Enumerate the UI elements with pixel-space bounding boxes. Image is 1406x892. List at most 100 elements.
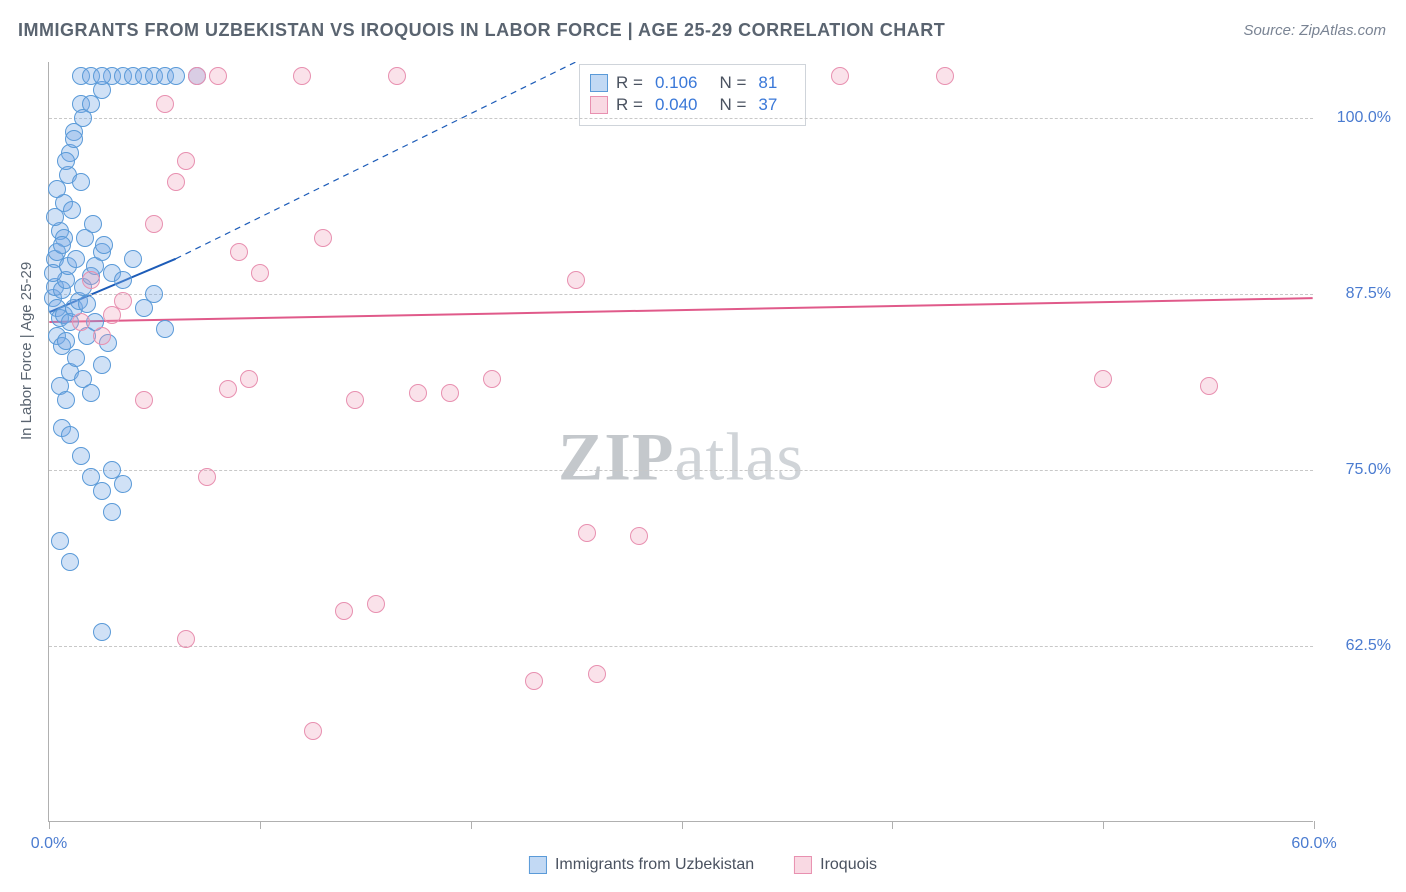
swatch-pink — [794, 856, 812, 874]
scatter-point — [67, 250, 85, 268]
correlation-chart: IMMIGRANTS FROM UZBEKISTAN VS IROQUOIS I… — [0, 0, 1406, 892]
scatter-point — [114, 271, 132, 289]
gridline — [49, 470, 1313, 471]
scatter-point — [409, 384, 427, 402]
scatter-point — [209, 67, 227, 85]
legend-item-pink: Iroquois — [794, 856, 877, 874]
scatter-point — [93, 623, 111, 641]
ytick-label: 87.5% — [1321, 285, 1391, 303]
stats-row-blue: R = 0.106 N = 81 — [590, 73, 791, 93]
scatter-point — [156, 95, 174, 113]
bottom-legend: Immigrants from Uzbekistan Iroquois — [529, 856, 877, 874]
gridline — [49, 646, 1313, 647]
swatch-blue — [590, 74, 608, 92]
scatter-point — [72, 173, 90, 191]
xtick — [260, 821, 261, 829]
scatter-point — [82, 271, 100, 289]
scatter-point — [367, 595, 385, 613]
xtick — [1103, 821, 1104, 829]
scatter-point — [483, 370, 501, 388]
stats-row-pink: R = 0.040 N = 37 — [590, 95, 791, 115]
scatter-point — [93, 67, 111, 85]
scatter-point — [578, 524, 596, 542]
xtick — [682, 821, 683, 829]
gridline — [49, 294, 1313, 295]
swatch-pink — [590, 96, 608, 114]
scatter-point — [156, 320, 174, 338]
chart-source: Source: ZipAtlas.com — [1243, 22, 1386, 39]
scatter-point — [57, 152, 75, 170]
scatter-point — [240, 370, 258, 388]
scatter-point — [51, 532, 69, 550]
scatter-point — [145, 215, 163, 233]
scatter-point — [1200, 377, 1218, 395]
ytick-label: 75.0% — [1321, 461, 1391, 479]
scatter-point — [314, 229, 332, 247]
scatter-point — [167, 173, 185, 191]
ytick-label: 100.0% — [1321, 109, 1391, 127]
scatter-point — [230, 243, 248, 261]
scatter-point — [95, 236, 113, 254]
scatter-point — [93, 356, 111, 374]
scatter-point — [93, 482, 111, 500]
xtick — [49, 821, 50, 829]
y-axis-label: In Labor Force | Age 25-29 — [18, 262, 35, 440]
xtick — [892, 821, 893, 829]
scatter-point — [61, 426, 79, 444]
scatter-point — [145, 285, 163, 303]
watermark: ZIPatlas — [558, 417, 804, 496]
xtick-label: 60.0% — [1291, 835, 1336, 853]
scatter-point — [441, 384, 459, 402]
scatter-point — [831, 67, 849, 85]
scatter-point — [65, 130, 83, 148]
scatter-point — [219, 380, 237, 398]
xtick — [1314, 821, 1315, 829]
scatter-point — [335, 602, 353, 620]
scatter-point — [78, 295, 96, 313]
scatter-point — [177, 630, 195, 648]
scatter-point — [46, 208, 64, 226]
xtick — [471, 821, 472, 829]
plot-area: ZIPatlas R = 0.106 N = 81 R = 0.040 N = … — [48, 62, 1313, 822]
scatter-point — [103, 503, 121, 521]
scatter-point — [57, 332, 75, 350]
stats-box: R = 0.106 N = 81 R = 0.040 N = 37 — [579, 64, 806, 126]
scatter-point — [72, 313, 90, 331]
scatter-point — [72, 447, 90, 465]
scatter-point — [630, 527, 648, 545]
scatter-point — [388, 67, 406, 85]
scatter-point — [93, 327, 111, 345]
scatter-point — [167, 67, 185, 85]
swatch-blue — [529, 856, 547, 874]
scatter-point — [525, 672, 543, 690]
scatter-point — [293, 67, 311, 85]
scatter-point — [346, 391, 364, 409]
scatter-point — [48, 180, 66, 198]
scatter-point — [198, 468, 216, 486]
scatter-point — [53, 236, 71, 254]
scatter-point — [188, 67, 206, 85]
scatter-point — [588, 665, 606, 683]
scatter-point — [135, 391, 153, 409]
xtick-label: 0.0% — [31, 835, 67, 853]
scatter-point — [251, 264, 269, 282]
scatter-point — [57, 391, 75, 409]
trend-lines — [49, 62, 1313, 821]
scatter-point — [1094, 370, 1112, 388]
scatter-point — [114, 475, 132, 493]
scatter-point — [936, 67, 954, 85]
scatter-point — [67, 349, 85, 367]
gridline — [49, 118, 1313, 119]
scatter-point — [567, 271, 585, 289]
scatter-point — [124, 250, 142, 268]
ytick-label: 62.5% — [1321, 637, 1391, 655]
scatter-point — [177, 152, 195, 170]
scatter-point — [114, 292, 132, 310]
legend-item-blue: Immigrants from Uzbekistan — [529, 856, 754, 874]
scatter-point — [63, 201, 81, 219]
scatter-point — [61, 553, 79, 571]
scatter-point — [82, 384, 100, 402]
scatter-point — [84, 215, 102, 233]
scatter-point — [304, 722, 322, 740]
chart-title: IMMIGRANTS FROM UZBEKISTAN VS IROQUOIS I… — [18, 20, 945, 41]
